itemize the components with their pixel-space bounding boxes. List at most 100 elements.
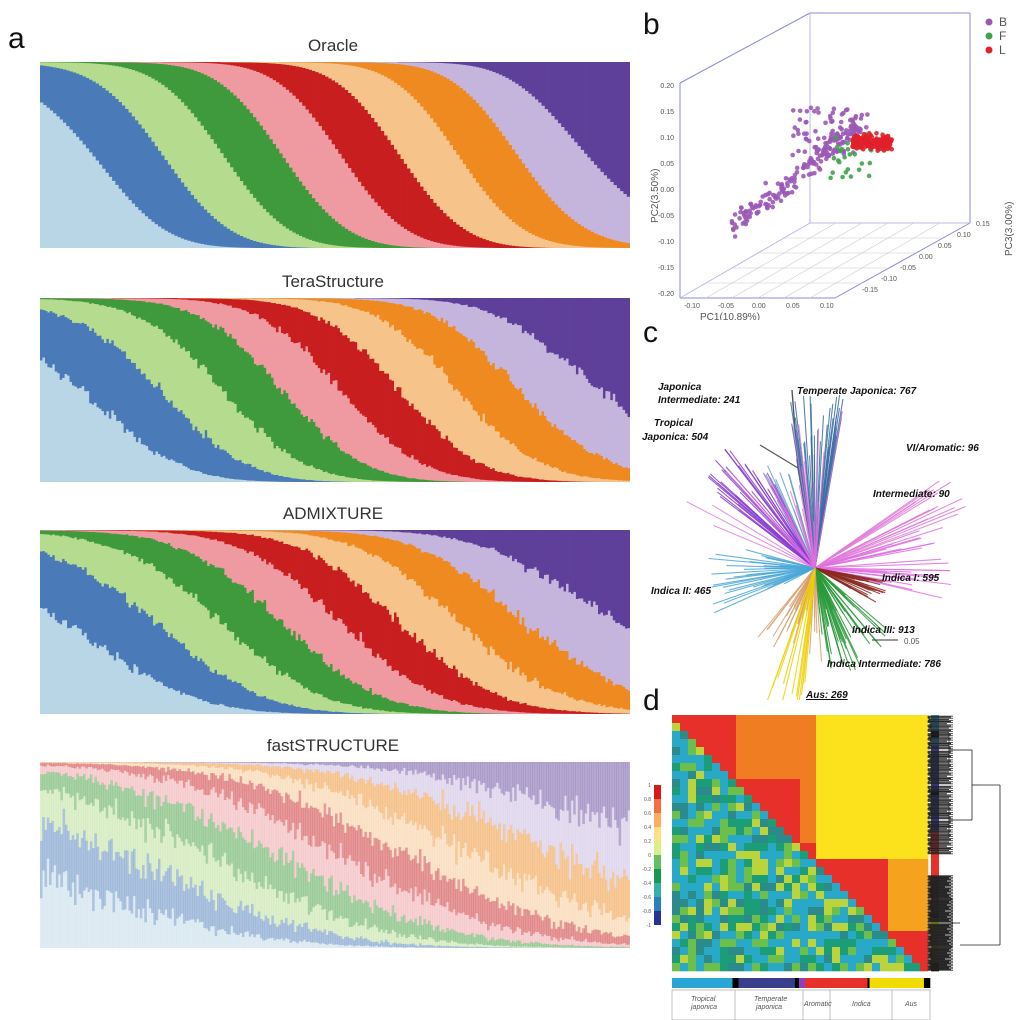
heatmap-cell: [912, 787, 921, 796]
pca-point: [823, 144, 828, 149]
heatmap-cell: [872, 835, 881, 844]
heatmap-cell: [728, 851, 737, 860]
heatmap-cell: [856, 747, 865, 756]
tree-branch: [814, 562, 949, 569]
heatmap-cell: [864, 819, 873, 828]
heatmap-cell: [872, 803, 881, 812]
heatmap-cell: [848, 819, 857, 828]
heatmap-cell: [752, 899, 761, 908]
heatmap-cell: [712, 739, 721, 748]
heatmap-cell: [672, 819, 681, 828]
heatmap-cell: [688, 947, 697, 956]
heatmap-cell: [792, 947, 801, 956]
heatmap-cell: [848, 899, 857, 908]
heatmap-cell: [864, 755, 873, 764]
heatmap-cell: [904, 931, 913, 940]
heatmap-cell: [736, 827, 745, 836]
heatmap-cell: [800, 899, 809, 908]
heatmap-cell: [832, 715, 841, 724]
heatmap-cell: [816, 915, 825, 924]
tree-branch: [795, 505, 816, 569]
heatmap-cell: [848, 891, 857, 900]
group-label-tropical-1: Tropical: [691, 996, 716, 1003]
pca-zlabel: PC3(3.00%): [1004, 202, 1015, 256]
heatmap-cell: [736, 739, 745, 748]
heatmap-cell: [672, 963, 681, 972]
heatmap-cell: [688, 755, 697, 764]
heatmap-cell: [792, 851, 801, 860]
heatmap-cell: [816, 907, 825, 916]
pca-point: [808, 105, 814, 111]
tree-branch: [712, 567, 816, 586]
group-label-aus: Aus: [904, 1001, 918, 1008]
heatmap-cell: [864, 739, 873, 748]
heatmap-cell: [856, 923, 865, 932]
heatmap-cell: [824, 875, 833, 884]
group-bottombar-segment: [794, 978, 800, 988]
group-bottombar-segment: [867, 978, 870, 988]
heatmap-cell: [848, 875, 857, 884]
heatmap-cell: [848, 771, 857, 780]
tree-branch: [735, 495, 816, 569]
heatmap-cell: [672, 827, 681, 836]
heatmap-cell: [832, 915, 841, 924]
heatmap-cell: [800, 763, 809, 772]
pca-point: [835, 144, 840, 150]
heatmap-cell: [840, 779, 849, 788]
heatmap-cell: [800, 859, 809, 868]
heatmap-cell: [832, 891, 841, 900]
heatmap-cell: [784, 763, 793, 772]
heatmap-cell: [792, 915, 801, 924]
heatmap-cell: [824, 843, 833, 852]
heatmap-cell: [704, 747, 713, 756]
heatmap-cell: [712, 875, 721, 884]
heatmap-cell: [800, 803, 809, 812]
heatmap-cell: [856, 931, 865, 940]
heatmap-cell: [920, 963, 929, 972]
colorbar-tick-4: 0.2: [644, 839, 651, 845]
heatmap-cell: [760, 843, 769, 852]
heatmap-cell: [728, 795, 737, 804]
heatmap-cell: [680, 811, 689, 820]
heatmap-cell: [848, 787, 857, 796]
heatmap-cell: [904, 963, 913, 972]
heatmap-cell: [880, 851, 889, 860]
pca-point: [763, 180, 768, 186]
heatmap-cell: [832, 883, 841, 892]
legend-dot-F: [985, 32, 993, 40]
heatmap-cell: [824, 747, 833, 756]
pca-point: [867, 160, 873, 166]
heatmap-cell: [832, 947, 841, 956]
heatmap-cell: [848, 723, 857, 732]
heatmap-cell: [888, 819, 897, 828]
tree-branch: [814, 567, 861, 581]
heatmap-cell: [872, 731, 881, 740]
legend-label-B: B: [999, 15, 1007, 29]
heatmap-cell: [808, 731, 817, 740]
heatmap-cell: [816, 883, 825, 892]
tree-branch: [686, 501, 816, 569]
heatmap-cell: [800, 811, 809, 820]
heatmap-cell: [672, 923, 681, 932]
colorbar-tick-3: 0.4: [644, 825, 651, 831]
heatmap-cell: [744, 827, 753, 836]
heatmap-cell: [888, 787, 897, 796]
heatmap-cell: [840, 811, 849, 820]
heatmap-cell: [688, 931, 697, 940]
heatmap-cell: [784, 859, 793, 868]
heatmap-cell: [672, 779, 681, 788]
pca-point: [813, 129, 818, 134]
pca-point: [816, 110, 821, 115]
heatmap-cell: [720, 891, 729, 900]
heatmap-cell: [864, 803, 873, 812]
heatmap-cell: [736, 899, 745, 908]
heatmap-cell: [672, 715, 681, 724]
heatmap-cell: [888, 835, 897, 844]
heatmap-cell: [816, 763, 825, 772]
heatmap-cell: [736, 891, 745, 900]
heatmap-cell: [808, 779, 817, 788]
heatmap-cell: [816, 803, 825, 812]
heatmap-cell: [840, 891, 849, 900]
heatmap-cell: [776, 867, 785, 876]
heatmap-cell: [720, 731, 729, 740]
